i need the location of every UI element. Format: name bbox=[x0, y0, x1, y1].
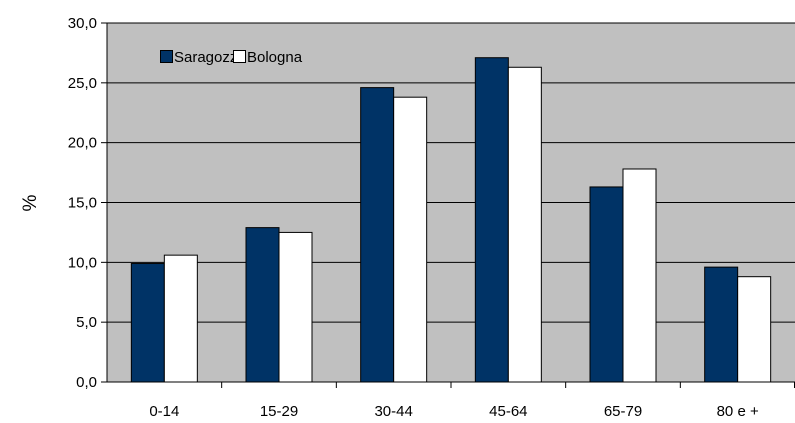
y-tick-label: 15,0 bbox=[68, 195, 97, 212]
x-tick-label: 0-14 bbox=[149, 403, 179, 420]
x-axis-ticks: 0-14 15-29 30-44 45-64 65-79 80 e + bbox=[149, 382, 795, 420]
bars bbox=[130, 57, 772, 383]
x-tick-label: 15-29 bbox=[260, 403, 298, 420]
bar bbox=[474, 57, 509, 383]
bar bbox=[507, 66, 542, 383]
y-tick-label: 20,0 bbox=[68, 135, 97, 152]
bar bbox=[278, 231, 313, 383]
x-tick-label: 30-44 bbox=[374, 403, 412, 420]
bar bbox=[622, 168, 657, 383]
bar bbox=[163, 254, 198, 383]
y-tick-label: 0,0 bbox=[76, 374, 97, 391]
y-axis-title: % bbox=[20, 194, 41, 211]
bar bbox=[393, 96, 428, 383]
gridlines bbox=[107, 22, 795, 323]
legend-label: Saragozza bbox=[174, 49, 246, 66]
y-tick-label: 5,0 bbox=[76, 314, 97, 331]
y-axis-ticks: 0,0 5,0 10,0 15,0 20,0 25,0 30,0 bbox=[68, 15, 107, 391]
x-tick-label: 45-64 bbox=[489, 403, 527, 420]
legend: Saragozza Bologna bbox=[160, 49, 303, 66]
x-tick-label: 65-79 bbox=[604, 403, 642, 420]
y-tick-label: 10,0 bbox=[68, 254, 97, 271]
legend-swatch bbox=[160, 50, 173, 63]
bar bbox=[737, 276, 772, 383]
y-tick-label: 25,0 bbox=[68, 75, 97, 92]
legend-swatch bbox=[233, 50, 246, 63]
bar bbox=[130, 263, 165, 383]
x-tick-label: 80 e + bbox=[717, 403, 759, 420]
legend-label: Bologna bbox=[247, 49, 303, 66]
bar bbox=[360, 87, 395, 383]
bar bbox=[245, 227, 280, 383]
bar bbox=[704, 266, 739, 383]
y-tick-label: 30,0 bbox=[68, 15, 97, 32]
bar bbox=[589, 186, 624, 383]
